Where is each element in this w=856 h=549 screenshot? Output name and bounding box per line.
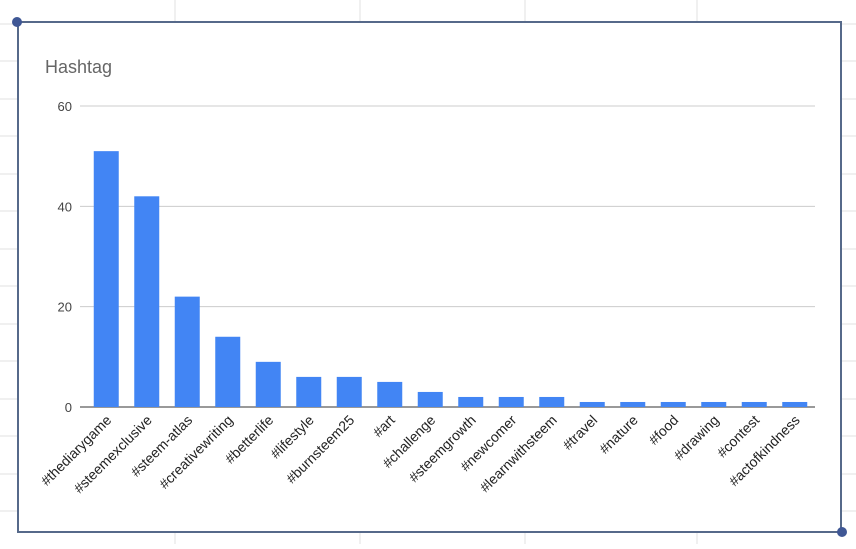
bar bbox=[417, 391, 443, 407]
y-tick-label: 20 bbox=[58, 300, 72, 315]
bar bbox=[579, 401, 605, 407]
resize-handle[interactable] bbox=[12, 17, 22, 27]
bar bbox=[660, 401, 686, 407]
bar bbox=[296, 376, 322, 407]
bar bbox=[377, 381, 403, 407]
bar bbox=[458, 396, 484, 407]
bar bbox=[539, 396, 565, 407]
bar bbox=[741, 401, 767, 407]
y-tick-label: 60 bbox=[58, 99, 72, 114]
resize-handle[interactable] bbox=[837, 527, 847, 537]
y-tick-label: 0 bbox=[65, 400, 72, 415]
bar bbox=[174, 296, 200, 407]
bar bbox=[701, 401, 727, 407]
bar bbox=[255, 361, 281, 407]
y-tick-label: 40 bbox=[58, 199, 72, 214]
bar bbox=[93, 151, 119, 407]
bar bbox=[620, 401, 646, 407]
bar bbox=[336, 376, 362, 407]
chart-title: Hashtag bbox=[45, 57, 112, 77]
bar bbox=[498, 396, 524, 407]
bar bbox=[134, 196, 160, 407]
bar bbox=[215, 336, 241, 407]
bar bbox=[782, 401, 808, 407]
